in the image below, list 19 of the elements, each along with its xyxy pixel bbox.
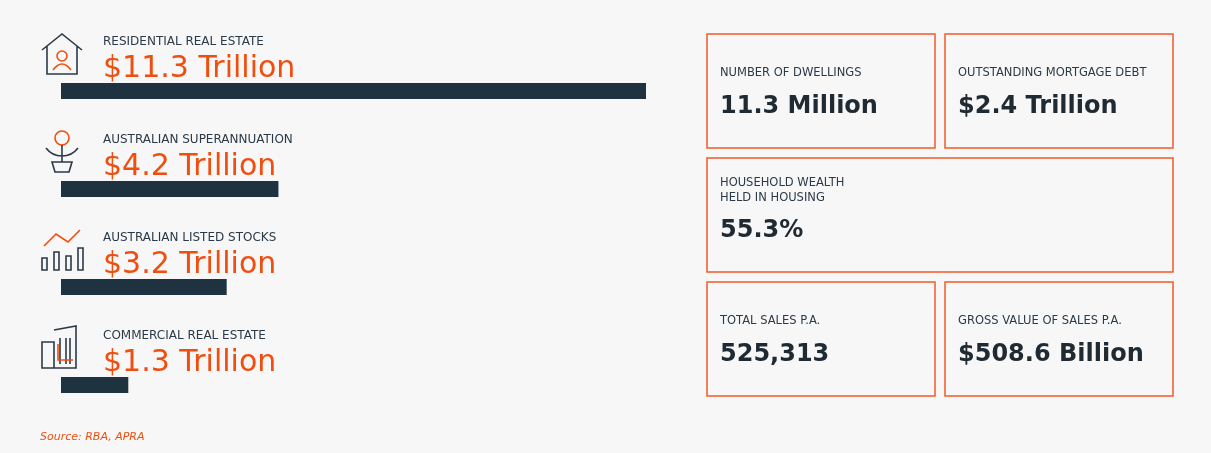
category-label: OUTSTANDING MORTGAGE DEBT xyxy=(958,65,1148,79)
data-label: $3.2 Trillion xyxy=(103,245,277,280)
category-label: TOTAL SALES P.A. xyxy=(719,313,821,327)
text: $2.4 Trillion xyxy=(958,91,1118,119)
category-label: GROSS VALUE OF SALES P.A. xyxy=(958,313,1122,327)
text: 11.3 Million xyxy=(720,91,878,119)
text: 55.3% xyxy=(720,215,804,243)
y-tick-label: AUSTRALIAN SUPERANNUATION xyxy=(103,132,293,146)
data-label: $1.3 Trillion xyxy=(103,343,277,378)
data-label: $4.2 Trillion xyxy=(103,147,277,182)
text: 525,313 xyxy=(720,339,830,367)
y-tick-label: AUSTRALIAN LISTED STOCKS xyxy=(103,230,277,244)
text: $508.6 Billion xyxy=(958,339,1144,367)
category-label: NUMBER OF DWELLINGS xyxy=(720,65,862,79)
y-tick-label: RESIDENTIAL REAL ESTATE xyxy=(103,34,264,48)
data-label: $11.3 Trillion xyxy=(103,49,296,84)
category-label: HOUSEHOLD WEALTH HELD IN HOUSING xyxy=(720,175,845,204)
y-tick-label: COMMERCIAL REAL ESTATE xyxy=(103,328,266,342)
source-note: Source: RBA, APRA xyxy=(40,430,145,443)
